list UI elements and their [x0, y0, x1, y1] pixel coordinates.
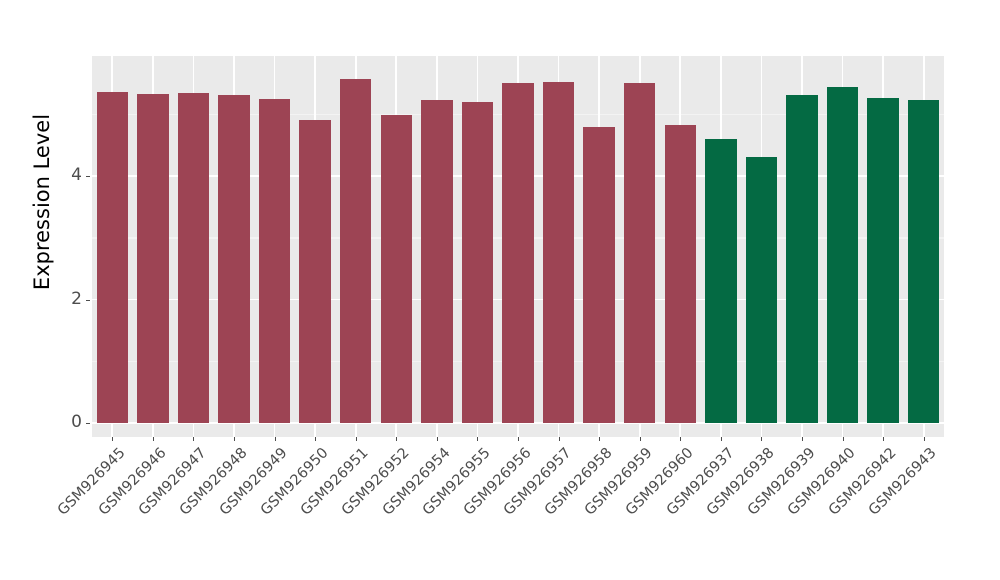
bar: [339, 78, 372, 423]
y-tick-label: 4: [71, 165, 82, 186]
bar: [461, 101, 494, 423]
y-tick-label: 2: [71, 288, 82, 309]
x-tick-mark: [842, 437, 844, 441]
plot-panel: [92, 56, 944, 437]
x-tick-mark: [639, 437, 641, 441]
bar: [623, 83, 656, 423]
y-axis-ticks: 0 2 4: [42, 0, 90, 580]
bar: [583, 126, 615, 423]
y-tick-label: 0: [71, 412, 82, 432]
x-tick-mark: [558, 437, 560, 441]
x-tick-mark: [680, 437, 682, 441]
bar: [664, 125, 696, 423]
x-tick-mark: [477, 437, 479, 441]
x-tick-mark: [355, 437, 357, 441]
x-tick-mark: [436, 437, 438, 441]
bar: [218, 95, 250, 423]
x-tick-mark: [802, 437, 803, 441]
x-tick-mark: [315, 437, 317, 441]
bar: [907, 99, 940, 423]
x-tick-mark: [112, 437, 114, 441]
bar: [705, 138, 737, 423]
x-tick-mark: [761, 437, 763, 441]
y-tick-mark: [86, 299, 90, 301]
x-tick-mark: [923, 437, 925, 441]
x-tick-mark: [883, 437, 885, 441]
x-tick-mark: [720, 437, 722, 441]
bar: [96, 91, 128, 423]
y-tick-mark: [86, 423, 90, 424]
bar: [137, 93, 169, 423]
x-tick-mark: [152, 437, 154, 441]
x-tick-mark: [396, 437, 398, 441]
x-tick-mark: [193, 437, 195, 441]
bar: [258, 98, 291, 423]
bar: [786, 95, 818, 423]
bar-series: [92, 56, 944, 437]
x-tick-mark: [599, 437, 601, 441]
x-axis: GSM926945 GSM926946 GSM926947 GSM926948 GSM9…: [55, 437, 944, 580]
bar: [299, 120, 331, 423]
bar: [502, 83, 534, 423]
x-tick-mark: [274, 437, 276, 441]
x-tick-mark: [234, 437, 235, 441]
bar: [826, 86, 859, 423]
bar: [421, 99, 453, 423]
bar: [867, 97, 899, 423]
bar: [542, 81, 575, 423]
x-tick-mark: [518, 437, 519, 441]
bar: [380, 114, 412, 423]
bar: [177, 93, 210, 423]
bar: [745, 156, 778, 423]
y-tick-mark: [86, 176, 90, 178]
